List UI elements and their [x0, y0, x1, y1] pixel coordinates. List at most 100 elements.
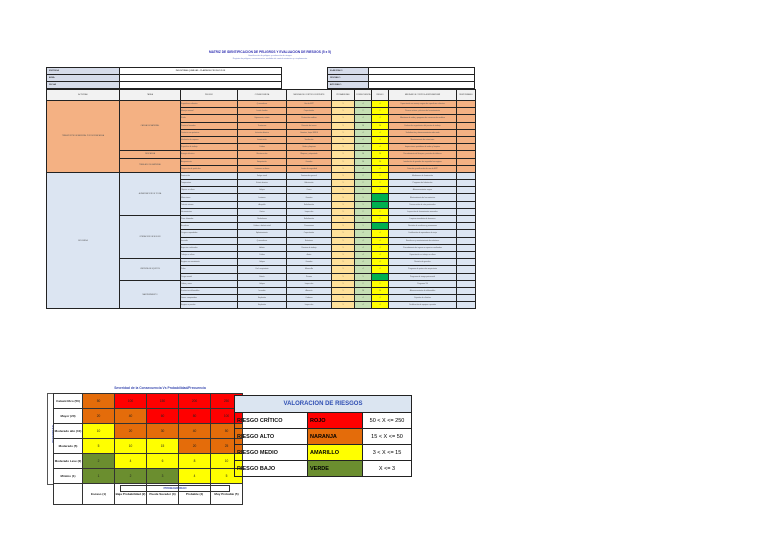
matrix-cell: 40: [114, 408, 147, 424]
probabilidad-cell: 1: [331, 135, 355, 145]
col-peligro: PELIGRO: [180, 89, 238, 101]
info-value-revisado[interactable]: [368, 74, 475, 82]
table-row: Objetos en altura Golpes Casco 1 2 2 Almacenam…: [47, 186, 476, 195]
probability-label: Muy Probable (5): [210, 483, 243, 505]
control-existente-cell: Inspección: [286, 279, 332, 288]
medida-implementar-cell: Capacitación en trabajo en altura: [388, 250, 457, 260]
probabilidad-cell: 1: [331, 157, 355, 166]
riesgo-cell: 2: [371, 279, 389, 288]
responsable-cell: [456, 107, 476, 116]
col-riesgo: RIESGO: [371, 89, 389, 101]
document-title: MATRIZ DE IDENTIFICACION DE PELIGROS Y E…: [209, 50, 331, 54]
control-existente-cell: Extintores: [286, 236, 332, 245]
info-value-elaborado[interactable]: [368, 67, 475, 75]
riesgo-cell: 4: [371, 99, 389, 109]
consecuencia-valor-cell: 4: [354, 229, 372, 238]
riesgo-cell: 1: [371, 193, 389, 202]
riesgo-cell: 4: [371, 164, 389, 173]
valuation-color: VERDE: [307, 460, 363, 477]
actividad-cell: MOLIENDA: [46, 171, 120, 310]
probabilidad-cell: 1: [331, 121, 355, 130]
control-existente-cell: Señalización: [286, 200, 332, 209]
table-header-row: ACTIVIDAD TAREA PELIGRO CONSECUENCIA MED…: [46, 89, 476, 101]
matrix-cell: 50: [82, 393, 115, 409]
responsable-cell: [456, 207, 476, 217]
responsable-cell: [456, 279, 476, 288]
probabilidad-cell: 1: [331, 272, 355, 281]
consecuencia-valor-cell: 4: [354, 243, 372, 252]
control-existente-cell: Pasamanos: [286, 222, 332, 231]
peligro-cell: Inhalación de vapores: [180, 135, 238, 145]
table-row: TRANSPORTE DE MATERIAL POR MONTACARGA CAR…: [46, 99, 476, 173]
document-subtitle-1: Identificación de peligros y evaluación …: [248, 55, 292, 57]
consecuencia-valor-cell: 1: [354, 193, 372, 202]
riesgo-cell: 2: [371, 214, 389, 224]
valuation-range: 50 < X <= 250: [362, 412, 412, 429]
medida-implementar-cell: Sujeción de cilindros: [388, 294, 457, 303]
medida-implementar-cell: Almacenamiento de inflamables: [388, 286, 457, 296]
peligro-cell: Atrapamiento: [180, 157, 238, 166]
consecuencia-valor-cell: 10: [354, 150, 372, 159]
riesgo-cell: 10: [371, 157, 389, 166]
responsable-cell: [456, 121, 476, 130]
col-consecuencia-valor: CONSECUENCIA: [354, 89, 372, 101]
control-existente-cell: Orden y limpieza: [286, 143, 332, 152]
consecuencia-valor-cell: 4: [354, 236, 372, 245]
medida-implementar-cell: Evaluación ergonómica del puesto de trab…: [388, 121, 457, 130]
table-row: Proyección de partículas Lesiones oculare…: [47, 164, 476, 173]
probabilidad-cell: 1: [331, 150, 355, 159]
matrix-cell: 60: [146, 408, 179, 424]
consecuencia-valor-cell: 4: [354, 258, 372, 267]
medida-implementar-cell: Simulacros y mantenimiento de extintores: [388, 236, 457, 245]
info-value-aprobado[interactable]: [368, 81, 475, 89]
table-row: Temperatura Estrés térmico Hidratación 1 2 2 P…: [47, 179, 476, 188]
medida-implementar-cell: Monitoreo de ruido y programa de conserv…: [388, 114, 457, 123]
consecuencia-valor-cell: 4: [354, 265, 372, 274]
riesgo-cell: 10: [371, 150, 389, 159]
table-row: Tránsito interno Atropello Señalización 1 1 1…: [47, 200, 476, 209]
consecuencia-cell: Estrés: [237, 272, 287, 281]
consecuencia-cell: Asfixia: [237, 243, 287, 252]
info-label: EMPRESA: [46, 67, 120, 75]
table-row: OPERACION DE MOLINO Pisos húmedos Resbalon…: [47, 214, 476, 260]
responsable-cell: [456, 222, 476, 231]
responsable-cell: [456, 143, 476, 152]
table-row: Equipos a presión Explosión Inspección 1 4 4 C…: [47, 301, 476, 310]
responsable-cell: [456, 171, 476, 181]
tarea-cell: MANTENIMIENTO: [119, 279, 181, 310]
info-value-fecha[interactable]: [119, 81, 282, 89]
responsable-cell: [456, 99, 476, 109]
matrix-cell: 80: [178, 408, 211, 424]
info-value-area[interactable]: [119, 74, 282, 82]
peligro-cell: Contacto con químicos: [180, 128, 238, 137]
control-existente-cell: Rotación de tareas: [286, 121, 332, 130]
control-existente-cell: Bloqueo y etiquetado: [286, 150, 332, 159]
riesgo-cell: 4: [371, 294, 389, 303]
riesgo-cell: 2: [371, 107, 389, 116]
consecuencia-valor-cell: 4: [354, 164, 372, 173]
col-medidas-implementar: MEDIDAS DE CONTROL A IMPLEMENTAR: [388, 89, 457, 101]
matrix-cell: 20: [114, 423, 147, 439]
matrix-cell: 1: [82, 468, 115, 484]
info-label: REVISADO: [327, 74, 369, 82]
valuation-row-alto: RIESGO ALTO NARANJA 15 < X <= 50: [234, 428, 412, 445]
col-tarea: TAREA: [119, 89, 181, 101]
consecuencia-cell: Golpes: [237, 258, 287, 267]
consecuencia-valor-cell: 10: [354, 157, 372, 166]
table-row: MOLIENDA ALIMENTACION DE TOLVA Iluminación…: [46, 171, 476, 310]
info-value-empresa[interactable]: INDUSTRIAS QUIMICAS - PLANTA DE PRODUCCI…: [119, 67, 282, 75]
matrix-cell: 15: [146, 438, 179, 454]
riesgo-cell: 4: [371, 258, 389, 267]
risk-valuation-table: VALORACION DE RIESGOS RIESGO CRÍTICO ROJ…: [234, 395, 412, 477]
matrix-cell: 2: [114, 468, 147, 484]
tarea-cell: LIMPIEZA DE EQUIPOS: [119, 258, 181, 281]
medida-implementar-cell: Dotación y verificación de uso de EPP: [388, 164, 457, 173]
medida-implementar-cell: Procedimiento de ingreso a espacios conf…: [388, 243, 457, 252]
valuation-range: 15 < X <= 50: [362, 428, 412, 445]
peligro-cell: Vibraciones: [180, 193, 238, 202]
peligro-cell: Ruido: [180, 114, 238, 123]
consecuencia-cell: Electrocución: [237, 150, 287, 159]
probabilidad-cell: 1: [331, 236, 355, 245]
consecuencia-cell: Caídas: [237, 143, 287, 152]
consecuencia-valor-cell: 4: [354, 128, 372, 137]
